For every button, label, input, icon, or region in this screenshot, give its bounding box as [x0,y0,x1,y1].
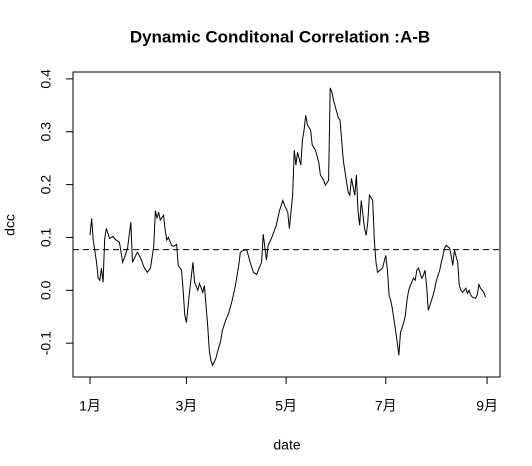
y-axis-label: dcc [2,214,18,236]
data-line [89,87,486,367]
x-tick-label: 7月 [375,398,397,414]
y-tick-label: 0.2 [38,175,54,195]
x-axis-label: date [273,437,300,453]
y-tick-label: 0.0 [38,280,54,300]
chart-title: Dynamic Conditonal Correlation :A-B [130,27,430,46]
y-tick-label: -0.1 [38,331,54,355]
y-tick-label: 0.1 [38,228,54,248]
x-tick-label: 3月 [176,398,198,414]
y-tick-label: 0.4 [38,69,54,89]
x-tick-label: 9月 [476,398,498,414]
x-tick-label: 5月 [275,398,297,414]
plot-box [72,71,501,378]
y-tick-label: 0.3 [38,122,54,142]
x-tick-label: 1月 [79,398,101,414]
